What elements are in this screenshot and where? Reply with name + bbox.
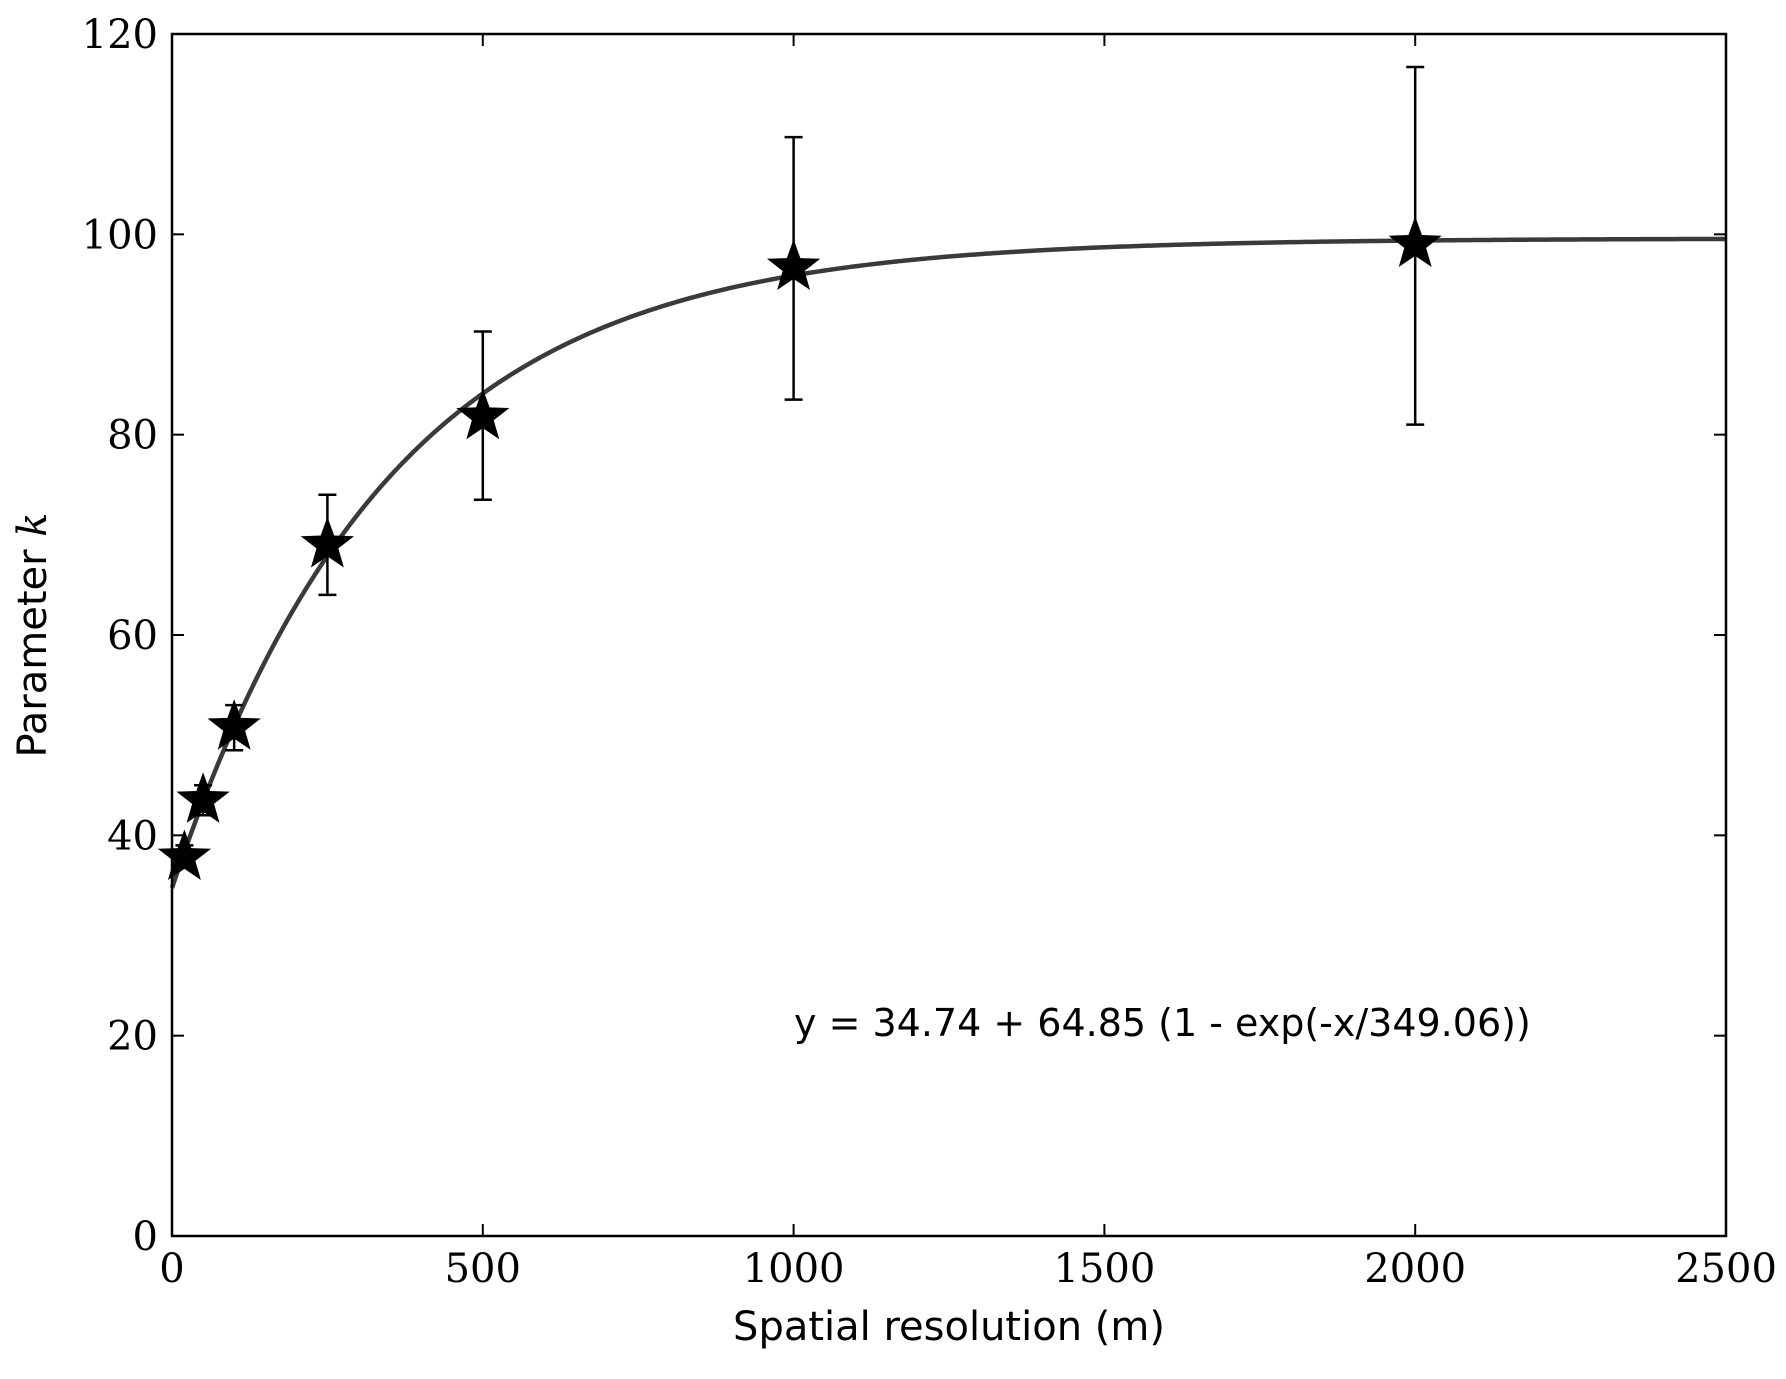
data-point-4 <box>456 388 510 440</box>
y-tick-label-3: 60 <box>107 613 158 659</box>
data-point-1 <box>176 772 230 823</box>
x-tick-label-2: 1000 <box>743 1246 845 1292</box>
y-tick-label-6: 120 <box>82 12 158 58</box>
y-tick-label-4: 80 <box>107 413 158 459</box>
data-point-3 <box>300 516 355 568</box>
x-tick-label-4: 2000 <box>1364 1246 1466 1292</box>
y-tick-label-1: 20 <box>107 1014 158 1060</box>
data-point-5 <box>766 239 821 291</box>
y-axis-label: Parameter k <box>10 512 56 757</box>
data-point-6 <box>1388 216 1442 267</box>
y-axis-label-text: Parameter <box>10 549 56 758</box>
y-axis-label-symbol: k <box>10 512 56 536</box>
markers-layer <box>157 216 1442 881</box>
fit-curve <box>169 236 1727 889</box>
x-axis-label: Spatial resolution (m) <box>733 1304 1165 1350</box>
fit-curve-layer <box>169 236 1727 889</box>
fit-equation-annotation: y = 34.74 + 64.85 (1 - exp(-x/349.06)) <box>794 1001 1531 1045</box>
error-bars-layer <box>175 65 1425 869</box>
x-tick-label-5: 2500 <box>1675 1246 1777 1292</box>
axes-layer: 0 500 1000 1500 2000 2500 0 20 40 60 80 100 120 <box>82 12 1777 1292</box>
x-tick-label-3: 1500 <box>1054 1246 1156 1292</box>
y-tick-label-0: 0 <box>133 1214 158 1260</box>
x-tick-label-0: 0 <box>159 1246 184 1292</box>
data-point-2 <box>207 699 261 750</box>
x-tick-label-1: 500 <box>445 1246 521 1292</box>
data-point-0 <box>157 829 212 881</box>
labels-layer: Spatial resolution (m) Parameter k y = 3… <box>10 512 1531 1350</box>
y-tick-label-5: 100 <box>82 212 158 258</box>
plot-frame <box>170 32 1728 1238</box>
y-tick-label-2: 40 <box>107 813 158 859</box>
